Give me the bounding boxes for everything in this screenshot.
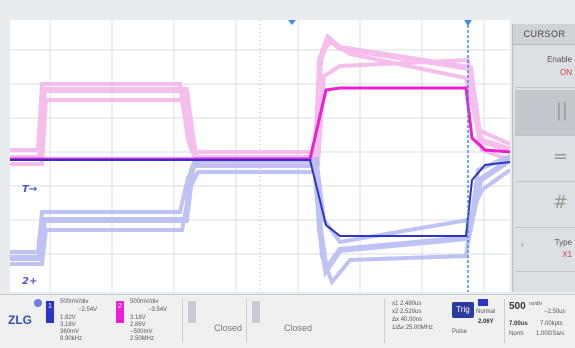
record-length: 7.00kpts <box>540 321 563 327</box>
chevron-left-icon: ‹ <box>521 240 524 249</box>
cursor-x1: 2.480us <box>400 301 422 307</box>
ch3-badge[interactable] <box>188 301 196 323</box>
ch2-badge[interactable]: 2 <box>116 301 124 323</box>
timebase-unit: ns/div <box>529 301 543 307</box>
type-option[interactable]: ‹ Type X1 <box>515 228 575 272</box>
enable-label: Enable <box>547 55 572 64</box>
waveform-display[interactable]: T→ 2+ <box>10 20 510 292</box>
enable-option[interactable]: Enable ON <box>515 46 575 88</box>
cross-cursor-icon: # <box>552 192 568 213</box>
ch2-dy: −500mV <box>130 329 153 335</box>
ch1-dy: 360mV <box>60 329 80 335</box>
trigger-source-icon <box>478 299 488 306</box>
ch2-ground-marker[interactable]: 2+ <box>22 276 38 287</box>
type-value: X1 <box>562 250 572 259</box>
cursor-menu: CURSOR Enable ON || = # ‹ Type X1 <box>512 24 575 292</box>
trigger-button[interactable]: Trig <box>452 302 474 318</box>
status-bar: ZLG 1 500mV/div −2.54V 1.82V 3.18V 360mV… <box>0 294 575 348</box>
divider <box>246 299 247 343</box>
waveform-svg <box>10 20 510 292</box>
cursor-dx: 40.00ns <box>400 317 423 323</box>
divider <box>504 299 505 343</box>
logo-dot-icon <box>34 299 42 307</box>
cursor-x-handle[interactable] <box>464 20 472 26</box>
horizontal-cursor-option[interactable]: = <box>515 136 575 182</box>
trigger-mode[interactable]: Normal <box>476 309 496 315</box>
cursor-menu-title: CURSOR <box>513 24 575 45</box>
ch1-y1: 1.82V <box>60 315 76 321</box>
trigger-level-marker[interactable]: T→ <box>22 184 38 195</box>
cursor-x2: 2.520us <box>400 309 422 315</box>
type-label: Type <box>554 238 572 247</box>
ch1-offset: −2.54V <box>78 307 98 313</box>
divider <box>182 299 183 343</box>
sample-rate: 1.00GSa/s <box>536 331 565 337</box>
ch4-status[interactable]: Closed <box>284 323 313 333</box>
ch1-freq: 9.90kHz <box>60 336 83 342</box>
acquire-mode: Norm <box>509 331 524 337</box>
ch3-status[interactable]: Closed <box>214 323 243 333</box>
ch2-scale[interactable]: 500mV/div <box>130 299 159 305</box>
ch2-offset: −3.54V <box>148 307 168 313</box>
time-offset: −2.50us <box>544 309 566 315</box>
ch1-y2: 3.18V <box>60 322 76 328</box>
trigger-type[interactable]: Pulse <box>452 329 468 335</box>
ch1-scale[interactable]: 500mV/div <box>60 299 89 305</box>
ch2-freq: 2.50MHz <box>130 336 155 342</box>
ch4-badge[interactable] <box>252 301 260 323</box>
trigger-level: 2.06Y <box>478 319 494 325</box>
ch2-y1: 3.18V <box>130 315 146 321</box>
ch1-badge[interactable]: 1 <box>46 301 54 323</box>
vertical-cursor-icon: || <box>555 100 568 121</box>
ch1-persistence <box>10 154 510 286</box>
timebase-value[interactable]: 500 <box>509 301 526 312</box>
zlg-logo: ZLG <box>8 313 32 327</box>
horizontal-cursor-icon: = <box>552 146 568 167</box>
cursor-inv-dx: 25.00MHz <box>405 325 434 331</box>
trigger-position-marker[interactable] <box>288 20 296 25</box>
cross-cursor-option[interactable]: # <box>515 182 575 228</box>
vertical-cursor-option[interactable]: || <box>515 90 575 136</box>
ch2-y2: 2.86V <box>130 322 146 328</box>
horizontal-position: 7.00us <box>509 321 528 327</box>
ch1-trace <box>10 159 510 237</box>
divider <box>384 299 385 343</box>
enable-value: ON <box>560 68 572 77</box>
ch2-trace <box>10 86 510 161</box>
